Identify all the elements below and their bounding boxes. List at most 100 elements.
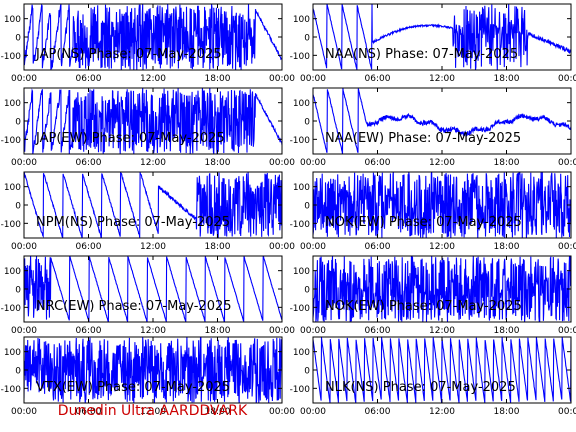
y-tick-label: 0: [304, 286, 310, 296]
x-tick-label: 00:00: [300, 74, 326, 84]
x-tick-label: 18:00: [205, 74, 231, 84]
chart-title: VTX(EW) Phase: 07-May-2025: [36, 380, 230, 395]
series-line: [24, 256, 282, 322]
series-line: [24, 172, 282, 238]
chart-title: NLK(NS) Phase: 07-May-2025: [325, 380, 516, 395]
x-tick-label: 18:00: [205, 326, 231, 336]
x-tick-label: 18:00: [494, 242, 520, 252]
chart-title: NPM(NS) Phase: 07-May-2025: [36, 215, 230, 230]
x-tick-label: 12:00: [429, 242, 455, 252]
series-line: [313, 88, 571, 154]
chart-title: NOK(EW) Phase: 07-May-2025: [325, 215, 522, 230]
x-tick-label: 12:00: [140, 158, 166, 168]
y-tick-label: 100: [4, 183, 21, 193]
x-tick-label: 00:00: [269, 242, 295, 252]
x-tick-label: 18:00: [494, 74, 520, 84]
chart-title: NAA(EW) Phase: 07-May-2025: [325, 131, 521, 146]
y-tick-label: -100: [290, 304, 311, 314]
series-line: [24, 4, 282, 70]
series-line: [313, 172, 571, 238]
y-tick-label: -100: [1, 304, 22, 314]
chart-panel: 100 0 -100 00:00 06:00 12:00 18:00 00:00 NLK(NS)…: [290, 336, 576, 417]
x-tick-label: 00:00: [11, 74, 37, 84]
y-tick-label: -100: [290, 220, 311, 230]
x-tick-label: 18:00: [494, 407, 520, 417]
x-tick-label: 06:00: [76, 158, 102, 168]
y-tick-label: 0: [304, 118, 310, 128]
chart-panel: 100 0 -100 00:00 06:00 12:00 18:00 00:00 NAA(NS)…: [290, 3, 576, 84]
y-tick-label: 100: [293, 183, 310, 193]
chart-panel: 100 0 -100 00:00 06:00 12:00 18:00 00:00 JAP(NS)…: [1, 3, 295, 84]
chart-panel: 100 0 -100 00:00 06:00 12:00 18:00 00:00 NPM(NS)…: [1, 171, 295, 252]
x-tick-label: 00:00: [300, 326, 326, 336]
x-tick-label: 00:00: [558, 158, 576, 168]
x-tick-label: 00:00: [558, 407, 576, 417]
x-tick-label: 18:00: [494, 158, 520, 168]
x-tick-label: 00:00: [269, 326, 295, 336]
x-tick-label: 00:00: [269, 158, 295, 168]
x-tick-label: 00:00: [300, 158, 326, 168]
chart-panel: 100 0 -100 00:00 06:00 12:00 18:00 00:00 JAP(EW)…: [1, 87, 295, 168]
series-line: [313, 4, 571, 70]
x-tick-label: 12:00: [140, 74, 166, 84]
chart-panel: 100 0 -100 00:00 06:00 12:00 18:00 00:00 NOK(EW)…: [290, 171, 576, 252]
x-tick-label: 00:00: [11, 326, 37, 336]
x-tick-label: 00:00: [269, 407, 295, 417]
x-tick-label: 12:00: [140, 407, 166, 417]
y-tick-label: 100: [4, 99, 21, 109]
x-tick-label: 12:00: [429, 158, 455, 168]
y-tick-label: 100: [4, 348, 21, 358]
x-tick-label: 00:00: [558, 74, 576, 84]
x-tick-label: 18:00: [205, 242, 231, 252]
x-tick-label: 00:00: [11, 158, 37, 168]
series-line: [24, 88, 282, 154]
y-tick-label: -100: [1, 385, 22, 395]
x-tick-label: 06:00: [76, 74, 102, 84]
y-tick-label: 0: [15, 286, 21, 296]
y-tick-label: 0: [15, 202, 21, 212]
x-tick-label: 12:00: [429, 407, 455, 417]
x-tick-label: 12:00: [140, 326, 166, 336]
x-tick-label: 06:00: [365, 326, 391, 336]
y-tick-label: -100: [290, 52, 311, 62]
y-tick-label: 0: [15, 118, 21, 128]
chart-title: JAP(EW) Phase: 07-May-2025: [35, 131, 225, 146]
y-tick-label: 100: [4, 267, 21, 277]
chart-panel: 100 0 -100 00:00 06:00 12:00 18:00 00:00 NRC(EW)…: [1, 255, 295, 336]
y-tick-label: 100: [4, 15, 21, 25]
chart-panel: 100 0 -100 00:00 06:00 12:00 18:00 00:00 NOK(EW)…: [290, 255, 576, 336]
y-tick-label: 0: [15, 34, 21, 44]
x-tick-label: 06:00: [365, 407, 391, 417]
x-tick-label: 00:00: [558, 326, 576, 336]
y-tick-label: 100: [293, 99, 310, 109]
x-tick-label: 12:00: [140, 242, 166, 252]
x-tick-label: 12:00: [429, 326, 455, 336]
x-tick-label: 06:00: [76, 407, 102, 417]
footer-label: Dunedin Ultra AARDDVARK: [57, 403, 248, 419]
x-tick-label: 00:00: [300, 242, 326, 252]
x-tick-label: 00:00: [269, 74, 295, 84]
chart-panel: 100 0 -100 00:00 06:00 12:00 18:00 00:00 VTX(EW)…: [1, 336, 295, 417]
chart-title: NOK(EW) Phase: 07-May-2025: [325, 299, 522, 314]
y-tick-label: 100: [293, 267, 310, 277]
y-tick-label: -100: [1, 220, 22, 230]
chart-title: NRC(EW) Phase: 07-May-2025: [36, 299, 232, 314]
x-tick-label: 06:00: [76, 242, 102, 252]
x-tick-label: 06:00: [365, 74, 391, 84]
x-tick-label: 00:00: [11, 242, 37, 252]
x-tick-label: 12:00: [429, 74, 455, 84]
y-tick-label: 0: [304, 367, 310, 377]
x-tick-label: 00:00: [558, 242, 576, 252]
x-tick-label: 00:00: [300, 407, 326, 417]
y-tick-label: -100: [290, 136, 311, 146]
series-line: [24, 337, 282, 403]
y-tick-label: 100: [293, 348, 310, 358]
x-tick-label: 18:00: [205, 407, 231, 417]
x-tick-label: 06:00: [365, 242, 391, 252]
y-tick-label: 0: [304, 34, 310, 44]
series-line: [313, 256, 571, 322]
x-tick-label: 06:00: [365, 158, 391, 168]
x-tick-label: 18:00: [205, 158, 231, 168]
chart-title: NAA(NS) Phase: 07-May-2025: [325, 47, 518, 62]
